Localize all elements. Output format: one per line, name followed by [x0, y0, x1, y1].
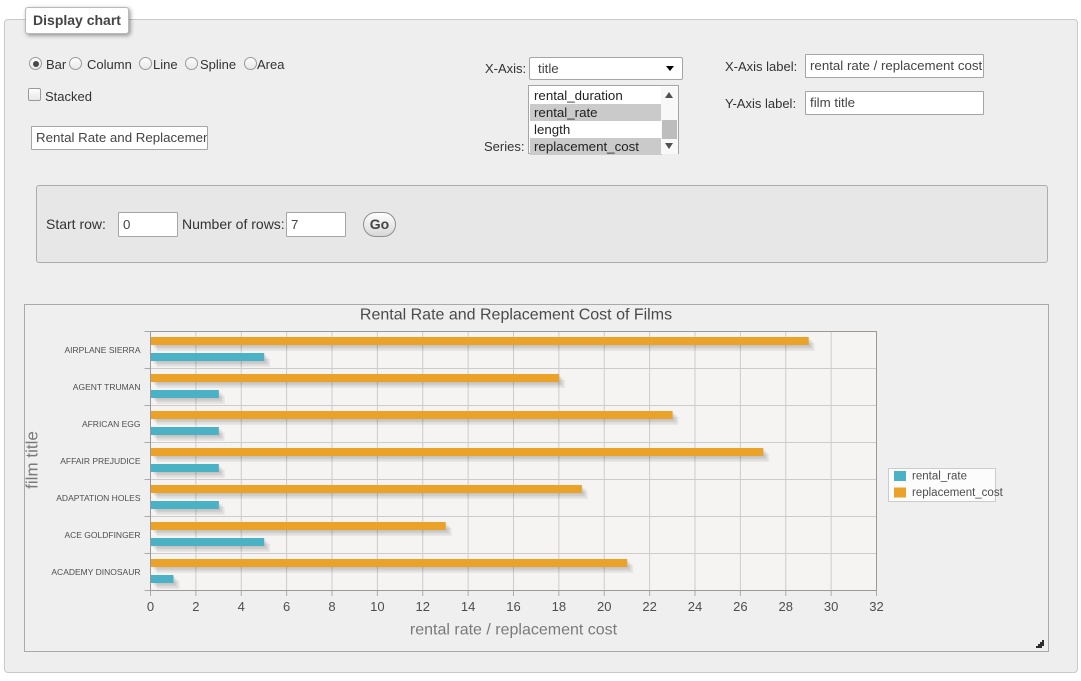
svg-text:32: 32: [869, 599, 883, 614]
svg-text:24: 24: [688, 599, 702, 614]
svg-text:2: 2: [192, 599, 199, 614]
svg-text:28: 28: [779, 599, 793, 614]
svg-text:rental rate / replacement cost: rental rate / replacement cost: [410, 622, 618, 639]
svg-text:AIRPLANE SIERRA: AIRPLANE SIERRA: [64, 345, 140, 355]
svg-text:26: 26: [733, 599, 747, 614]
svg-text:20: 20: [597, 599, 611, 614]
svg-text:14: 14: [461, 599, 475, 614]
svg-text:0: 0: [147, 599, 154, 614]
svg-text:ACADEMY DINOSAUR: ACADEMY DINOSAUR: [51, 567, 140, 577]
svg-text:22: 22: [642, 599, 656, 614]
svg-text:8: 8: [328, 599, 335, 614]
svg-text:AFRICAN EGG: AFRICAN EGG: [82, 419, 141, 429]
svg-text:ADAPTATION HOLES: ADAPTATION HOLES: [56, 493, 141, 503]
svg-text:AFFAIR PREJUDICE: AFFAIR PREJUDICE: [60, 456, 141, 466]
svg-text:film title: film title: [25, 431, 42, 489]
svg-text:replacement_cost: replacement_cost: [912, 487, 1004, 499]
svg-text:10: 10: [370, 599, 384, 614]
svg-text:30: 30: [824, 599, 838, 614]
svg-text:6: 6: [283, 599, 290, 614]
svg-text:18: 18: [552, 599, 566, 614]
svg-text:Rental Rate and Replacement Co: Rental Rate and Replacement Cost of Film…: [360, 307, 672, 324]
svg-text:4: 4: [238, 599, 245, 614]
svg-text:12: 12: [416, 599, 430, 614]
svg-text:ACE GOLDFINGER: ACE GOLDFINGER: [64, 530, 140, 540]
svg-text:rental_rate: rental_rate: [912, 471, 967, 483]
svg-text:AGENT TRUMAN: AGENT TRUMAN: [73, 382, 141, 392]
svg-text:16: 16: [506, 599, 520, 614]
